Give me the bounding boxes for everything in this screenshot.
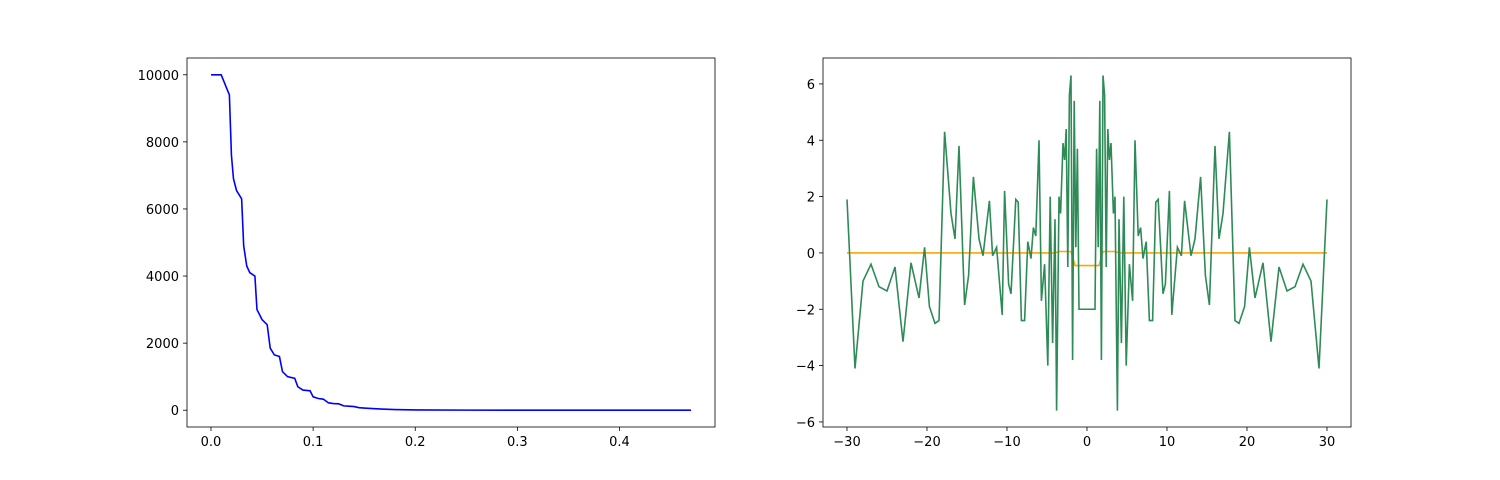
data-line — [846, 75, 1328, 411]
y-tick-label: 10000 — [138, 69, 179, 84]
y-tick-label: −4 — [796, 360, 815, 375]
y-tick-label: 2 — [807, 191, 815, 206]
x-tick-label: 0.4 — [609, 435, 630, 450]
x-tick-label: 0.0 — [201, 435, 222, 450]
y-tick-label: 0 — [171, 404, 179, 419]
y-tick-label: 8000 — [146, 136, 179, 151]
x-tick-label: 0.2 — [405, 435, 426, 450]
y-tick-label: 4 — [807, 134, 815, 149]
subplot: 0.0 0.1 0.2 0.3 0.4 0 2000 4000 6000 8000 10000 — [138, 57, 716, 450]
y-tick-label: 6 — [807, 78, 815, 93]
data-line — [847, 250, 1327, 267]
x-tick-label: 0.1 — [303, 435, 324, 450]
axes-frame — [822, 57, 1352, 428]
y-tick-label: 0 — [807, 247, 815, 262]
y-tick-label: 6000 — [146, 203, 179, 218]
y-tick-label: 2000 — [146, 337, 179, 352]
y-tick-label: −2 — [796, 303, 815, 318]
x-tick-label: −10 — [993, 435, 1020, 450]
x-tick-label: 30 — [1319, 435, 1336, 450]
x-tick-label: 10 — [1159, 435, 1176, 450]
x-tick-label: −20 — [913, 435, 940, 450]
x-tick-label: 20 — [1239, 435, 1256, 450]
y-tick-label: 4000 — [146, 270, 179, 285]
data-line — [211, 73, 692, 412]
x-tick-label: 0 — [1083, 435, 1091, 450]
x-tick-label: 0.3 — [507, 435, 528, 450]
y-tick-label: −6 — [796, 416, 815, 431]
x-tick-label: −30 — [833, 435, 860, 450]
axes-frame — [186, 57, 716, 428]
